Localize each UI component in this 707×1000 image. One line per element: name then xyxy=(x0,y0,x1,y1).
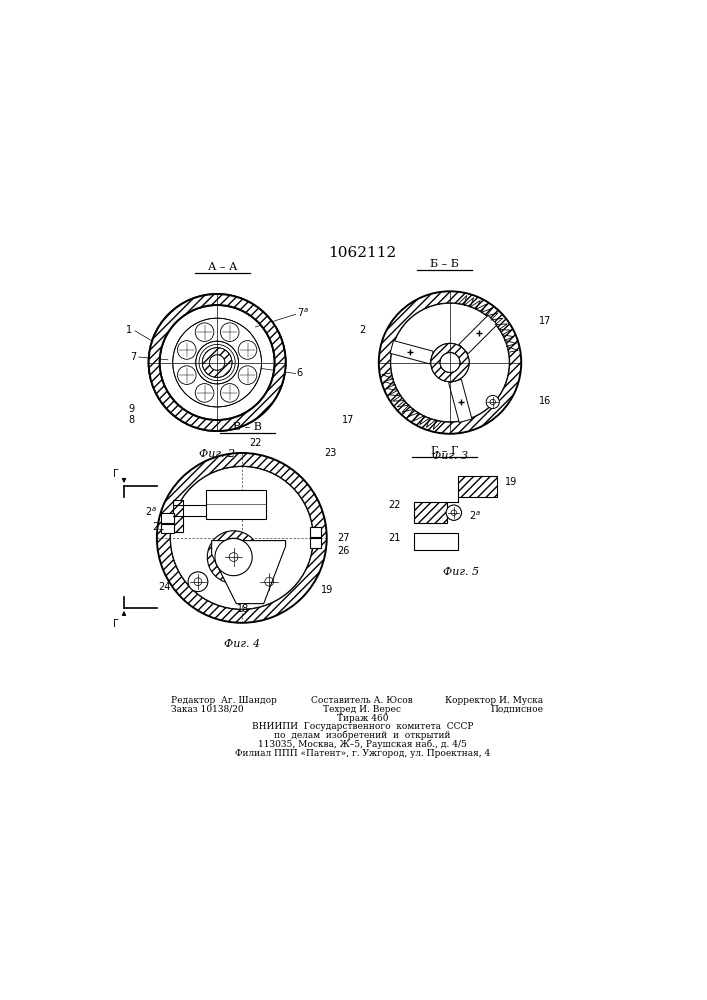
Bar xyxy=(414,533,458,550)
Text: 27: 27 xyxy=(338,533,350,543)
Text: А – А: А – А xyxy=(208,262,238,272)
Circle shape xyxy=(202,348,232,377)
Text: Филиал ППП «Патент», г. Ужгород, ул. Проектная, 4: Филиал ППП «Патент», г. Ужгород, ул. Про… xyxy=(235,749,490,758)
Text: Г: Г xyxy=(113,469,119,479)
Text: Г: Г xyxy=(113,619,119,629)
Text: 17: 17 xyxy=(341,415,354,425)
Circle shape xyxy=(188,572,208,592)
Circle shape xyxy=(221,323,239,341)
Text: Фиг. 3: Фиг. 3 xyxy=(432,451,468,461)
Bar xyxy=(414,502,448,523)
Text: Корректор И. Муска: Корректор И. Муска xyxy=(445,696,543,705)
Text: 19: 19 xyxy=(505,477,517,487)
Text: 16: 16 xyxy=(539,396,551,406)
Text: 2$^a$: 2$^a$ xyxy=(469,509,481,522)
Circle shape xyxy=(173,318,262,407)
Bar xyxy=(310,527,321,537)
Circle shape xyxy=(486,395,499,409)
Polygon shape xyxy=(459,315,497,354)
Circle shape xyxy=(209,355,225,370)
Circle shape xyxy=(195,384,214,402)
Text: 1062112: 1062112 xyxy=(328,246,397,260)
Text: 2: 2 xyxy=(359,325,365,335)
Circle shape xyxy=(215,538,252,576)
Text: Составитель А. Юсов: Составитель А. Юсов xyxy=(312,696,413,705)
Text: В – В: В – В xyxy=(233,422,262,432)
Text: ВНИИПИ  Государственного  комитета  СССР: ВНИИПИ Государственного комитета СССР xyxy=(252,722,473,731)
Circle shape xyxy=(440,353,460,372)
Circle shape xyxy=(170,467,313,609)
Circle shape xyxy=(221,384,239,402)
Text: 7: 7 xyxy=(130,352,136,362)
Text: Фиг. 2: Фиг. 2 xyxy=(199,449,235,459)
Circle shape xyxy=(177,366,196,384)
Text: Редактор  Аг. Шандор: Редактор Аг. Шандор xyxy=(170,696,276,705)
Bar xyxy=(160,524,175,533)
Bar xyxy=(310,538,321,548)
Bar xyxy=(458,476,496,497)
Polygon shape xyxy=(390,341,433,364)
Text: 113035, Москва, Ж–5, Раушская наб., д. 4/5: 113035, Москва, Ж–5, Раушская наб., д. 4… xyxy=(258,740,467,749)
Circle shape xyxy=(446,505,462,520)
Circle shape xyxy=(238,366,257,384)
Text: 17: 17 xyxy=(539,316,551,326)
Text: 8: 8 xyxy=(129,415,135,425)
Text: Тираж 460: Тираж 460 xyxy=(337,714,388,723)
Circle shape xyxy=(160,305,275,420)
Circle shape xyxy=(209,355,225,370)
Circle shape xyxy=(238,341,257,359)
Text: 22: 22 xyxy=(250,438,262,448)
Text: 9: 9 xyxy=(129,404,135,414)
Text: 6: 6 xyxy=(297,368,303,378)
Bar xyxy=(173,500,183,532)
Text: Фиг. 4: Фиг. 4 xyxy=(223,639,260,649)
Bar xyxy=(160,513,175,523)
Circle shape xyxy=(391,303,509,422)
Circle shape xyxy=(195,323,214,341)
Text: 1: 1 xyxy=(126,325,132,335)
Text: по  делам  изобретений  и  открытий: по делам изобретений и открытий xyxy=(274,731,450,740)
Text: Техред И. Верес: Техред И. Верес xyxy=(323,705,402,714)
Text: 21: 21 xyxy=(388,533,401,543)
Text: 7$^a$: 7$^a$ xyxy=(297,307,308,319)
Text: Г – Г: Г – Г xyxy=(431,446,458,456)
Text: 21: 21 xyxy=(153,522,165,532)
Text: 22: 22 xyxy=(388,500,401,510)
Text: Заказ 10138/20: Заказ 10138/20 xyxy=(170,705,243,714)
Polygon shape xyxy=(449,379,472,422)
Text: 24: 24 xyxy=(158,582,170,592)
Bar xyxy=(206,490,267,519)
Text: 2$^a$: 2$^a$ xyxy=(145,506,157,518)
Text: 26: 26 xyxy=(338,546,350,556)
Text: 18: 18 xyxy=(238,604,250,614)
Text: Фиг. 5: Фиг. 5 xyxy=(443,567,479,577)
Circle shape xyxy=(177,341,196,359)
Text: Подписное: Подписное xyxy=(490,705,543,714)
Text: Б – Б: Б – Б xyxy=(430,259,459,269)
Text: 23: 23 xyxy=(324,448,337,458)
Text: 19: 19 xyxy=(321,585,334,595)
Circle shape xyxy=(440,353,460,372)
Polygon shape xyxy=(211,541,286,604)
